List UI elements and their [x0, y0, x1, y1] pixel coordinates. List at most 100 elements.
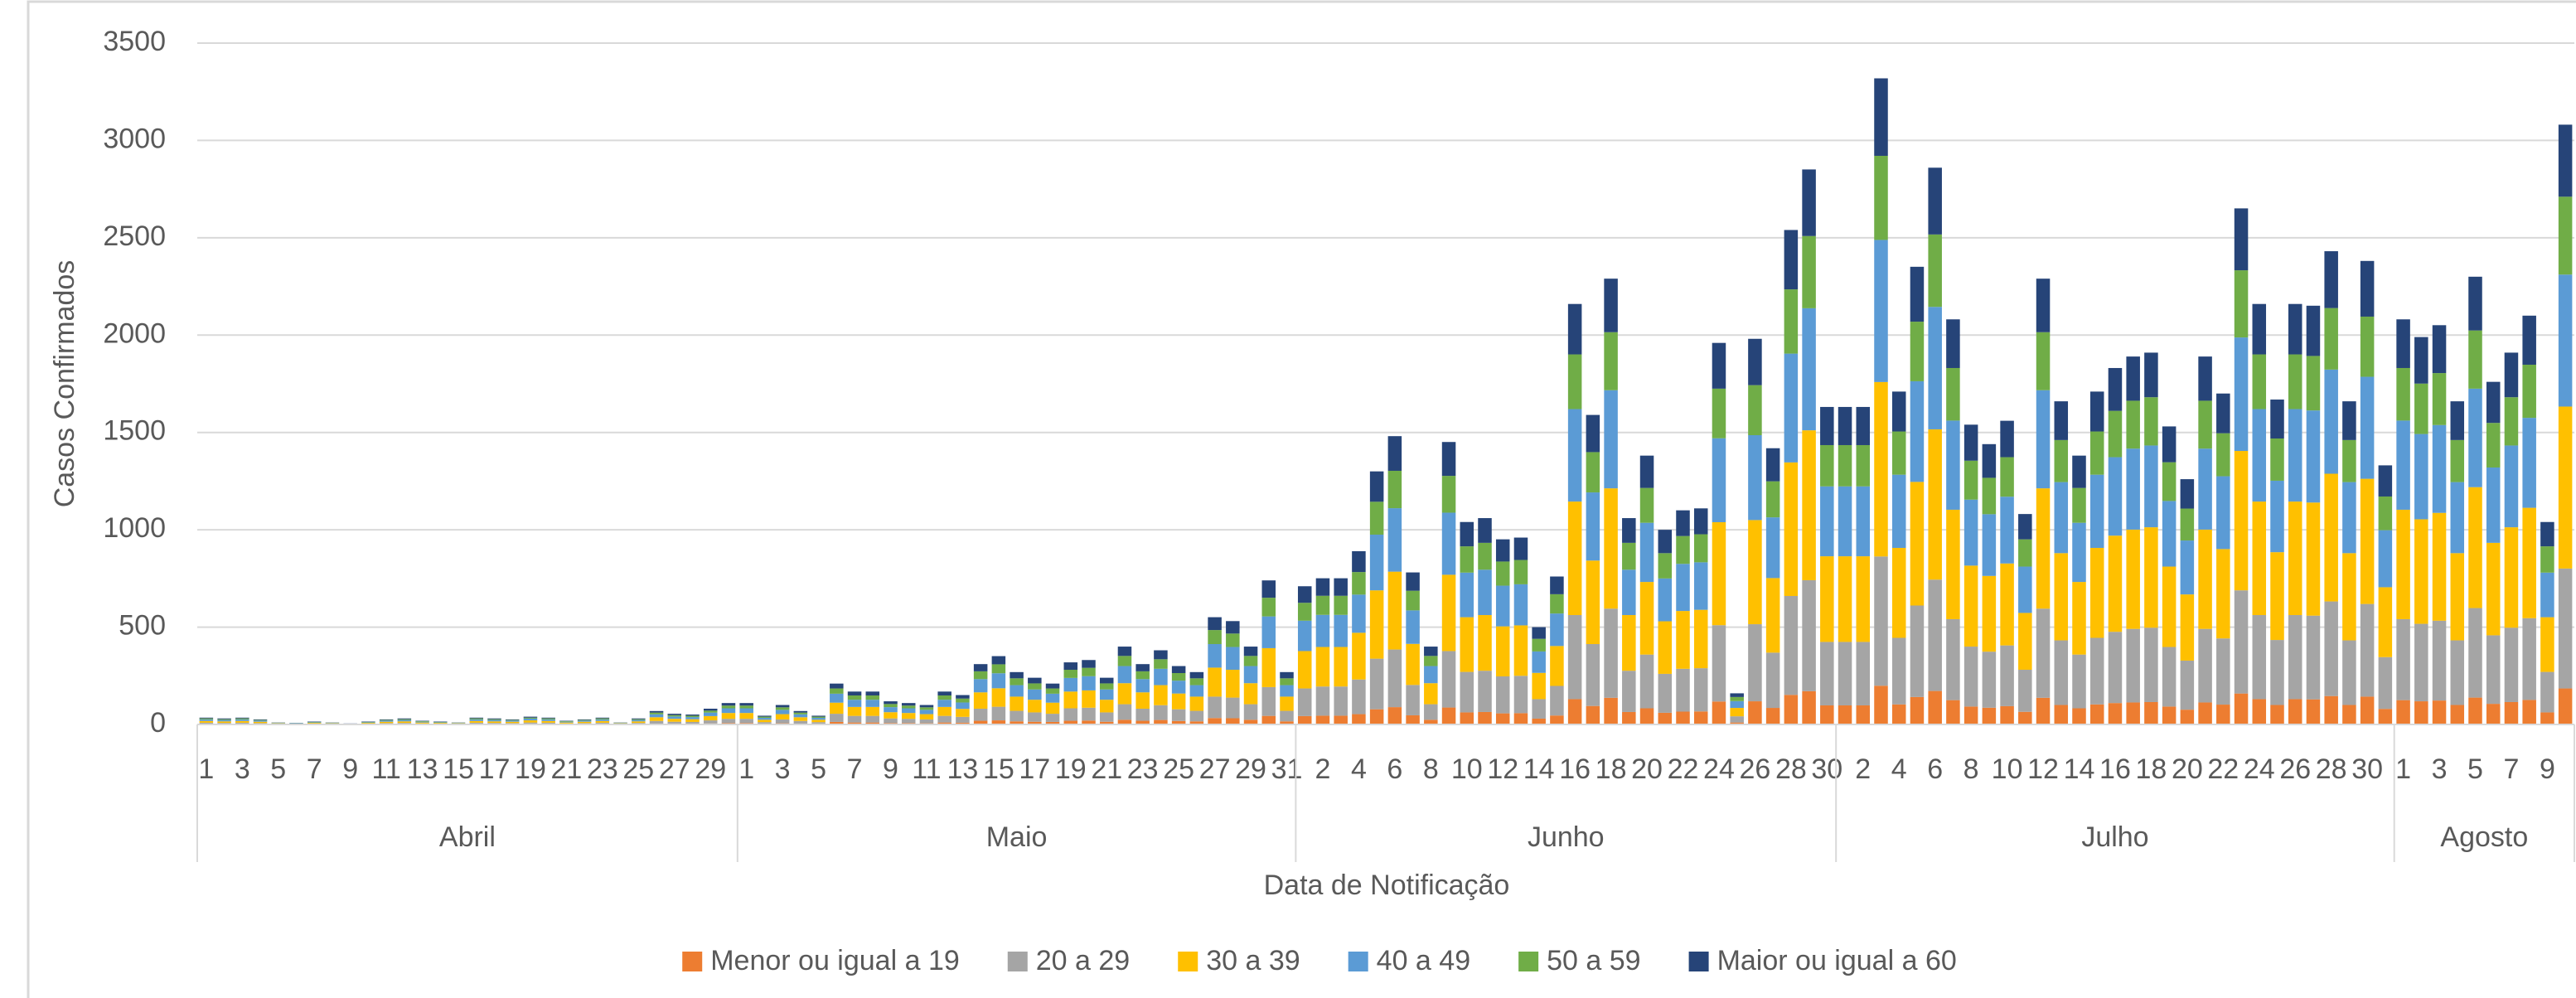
bar-segment — [2126, 400, 2140, 449]
bar-segment — [1765, 652, 1780, 709]
bar-segment — [2252, 303, 2267, 355]
bar-segment — [667, 719, 682, 722]
bar-segment — [1802, 579, 1816, 691]
bar-segment — [1838, 642, 1852, 705]
bar-segment — [2234, 337, 2249, 452]
bar-segment — [1639, 582, 1654, 655]
bar-segment — [1910, 605, 1925, 697]
bar-segment — [775, 714, 790, 719]
bar-segment — [1154, 685, 1168, 705]
bar-segment — [1495, 676, 1510, 714]
bar-segment — [2468, 388, 2482, 487]
bar-segment — [2216, 705, 2230, 724]
bar-segment — [1838, 486, 1852, 557]
bar-segment — [649, 710, 664, 713]
bar-segment — [2126, 529, 2140, 629]
bar-segment — [595, 720, 610, 723]
bar-segment — [1820, 705, 1834, 724]
bar-segment — [577, 721, 592, 724]
bar-segment — [1730, 693, 1744, 697]
bar-segment — [1441, 707, 1456, 724]
x-group-label: Agosto — [2440, 821, 2528, 853]
bar-segment — [577, 719, 592, 720]
bar-segment — [2126, 356, 2140, 401]
bar-segment — [1658, 712, 1673, 724]
bar-segment — [1297, 651, 1312, 689]
bar-segment — [1135, 671, 1150, 680]
bar-segment — [2180, 479, 2195, 509]
bar-segment — [2108, 632, 2123, 704]
legend-swatch — [682, 952, 703, 971]
bar-segment — [1045, 721, 1060, 724]
bar-segment — [1586, 705, 1600, 724]
bar-segment — [361, 722, 375, 724]
bar-segment — [1963, 499, 1978, 566]
x-tick-label: 27 — [659, 753, 690, 785]
bar-segment — [1658, 673, 1673, 713]
bar-segment — [1567, 501, 1582, 616]
bar-segment — [2342, 482, 2356, 554]
bar-segment — [2540, 671, 2554, 713]
bar-segment — [2306, 410, 2321, 503]
bar-segment — [1802, 430, 1816, 580]
y-tick-label: 3000 — [103, 123, 166, 154]
x-tick-label: 16 — [2099, 753, 2131, 785]
bar-segment — [811, 715, 826, 717]
bar-segment — [1874, 240, 1888, 382]
bar-segment — [1226, 718, 1240, 724]
bar-segment — [1676, 711, 1690, 724]
bar-segment — [1856, 556, 1871, 642]
bar-segment — [991, 673, 1006, 689]
legend-swatch — [1348, 952, 1368, 971]
bar-segment — [830, 702, 844, 715]
bar-segment — [1874, 556, 1888, 686]
bar-segment — [2504, 397, 2519, 446]
bar-segment — [1369, 709, 1384, 724]
bar-segment — [1784, 595, 1799, 695]
bar-segment — [1513, 625, 1528, 676]
bar-segment — [1010, 721, 1024, 724]
bar-segment — [1082, 720, 1096, 724]
bar-segment — [2540, 572, 2554, 618]
x-tick-label: 18 — [1595, 753, 1627, 785]
bar-segment — [739, 705, 753, 709]
bar-segment — [1658, 578, 1673, 622]
bar-segment — [649, 717, 664, 721]
bar-segment — [2450, 439, 2465, 482]
x-tick-label: 26 — [2279, 753, 2311, 785]
bar-segment — [667, 721, 682, 724]
bar-segment — [1495, 626, 1510, 676]
bar-segment — [2324, 308, 2338, 370]
x-tick-label: 11 — [912, 753, 941, 785]
bar-segment — [307, 722, 322, 724]
bar-segment — [811, 718, 826, 720]
bar-segment — [2306, 699, 2321, 724]
bar-segment — [937, 695, 951, 700]
bar-segment — [1297, 620, 1312, 652]
bar-segment — [2000, 705, 2014, 724]
bar-segment — [901, 708, 916, 714]
bar-segment — [1928, 690, 1942, 724]
bar-segment — [1478, 615, 1492, 671]
bar-segment — [217, 723, 231, 724]
bar-segment — [1712, 701, 1726, 724]
x-tick-label: 5 — [270, 753, 286, 785]
bar-segment — [2306, 615, 2321, 700]
bar-segment — [2054, 640, 2069, 705]
bar-segment — [487, 721, 501, 724]
bar-segment — [865, 722, 880, 724]
bar-segment — [541, 719, 555, 721]
bar-segment — [2270, 552, 2284, 641]
bar-segment — [1424, 704, 1438, 720]
bar-segment — [721, 705, 736, 709]
bar-segment — [1513, 676, 1528, 714]
bar-segment — [2396, 509, 2410, 619]
bar-segment — [2234, 590, 2249, 694]
x-tick-label: 22 — [1668, 753, 1699, 785]
bar-segment — [1189, 696, 1204, 711]
bar-segment — [2036, 390, 2051, 489]
bar-segment — [397, 721, 412, 724]
bar-segment — [1658, 530, 1673, 554]
bar-segment — [2378, 465, 2393, 497]
bar-segment — [2072, 455, 2086, 488]
